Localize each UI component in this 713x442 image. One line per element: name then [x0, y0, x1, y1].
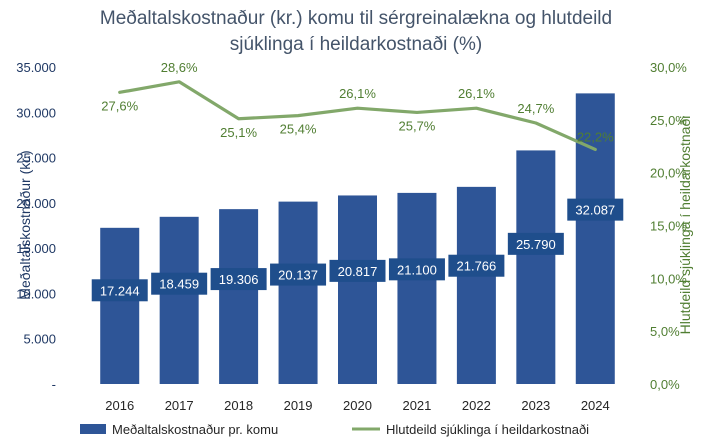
y-right-tick-label: 30,0% [650, 60, 687, 75]
y-left-tick-label: 30.000 [16, 105, 56, 120]
y-axis-right-ticks: 0,0% 5,0% 10,0% 15,0% 20,0% 25,0% 30,0% [650, 60, 687, 392]
y-right-tick-label: 25,0% [650, 113, 687, 128]
bar-value-label: 20.817 [338, 264, 378, 279]
bar [159, 216, 199, 384]
y-left-tick-label: 35.000 [16, 60, 56, 75]
x-tick-label: 2023 [521, 398, 550, 413]
line-value-label: 27,6% [101, 98, 138, 113]
line-value-label: 25,7% [399, 118, 436, 133]
line-path [118, 80, 597, 152]
bar-label-box [388, 258, 445, 281]
x-tick-label: 2021 [402, 398, 431, 413]
x-tick-label: 2024 [581, 398, 610, 413]
bar-label-box [91, 279, 148, 302]
bar [338, 195, 377, 384]
bar-series: 17.244 18.459 19.306 20.137 20.817 21.100 21.7… [91, 93, 624, 384]
x-tick-label: 2019 [284, 398, 313, 413]
line-value-label: 28,6% [161, 60, 198, 75]
bar-label-box [567, 198, 624, 221]
bar-value-label: 17.244 [100, 283, 140, 298]
line-value-label: 22,2% [577, 129, 614, 144]
y-right-tick-label: 10,0% [650, 271, 687, 286]
x-axis-ticks: 2016 2017 2018 2019 2020 2021 2022 2023 2024 [105, 398, 609, 413]
x-tick-label: 2016 [105, 398, 134, 413]
bar-label-box [270, 263, 327, 286]
y-right-tick-label: 0,0% [650, 377, 680, 392]
bar [516, 150, 556, 384]
bar [100, 227, 140, 384]
bar [278, 201, 318, 384]
x-tick-label: 2020 [343, 398, 372, 413]
bar-value-label: 19.306 [219, 272, 259, 287]
bar-label-box [151, 272, 208, 295]
line-value-label: 25,4% [280, 122, 317, 137]
y-axis-left-ticks: - 5.000 10.000 15.000 20.000 25.000 30.000 35.0… [16, 60, 56, 392]
y-left-tick-label: 15.000 [16, 241, 56, 256]
bar-value-label: 21.766 [457, 259, 497, 274]
bar-value-label: 21.100 [397, 262, 437, 277]
bar-label-box [329, 259, 386, 282]
bar-value-label: 18.459 [159, 277, 199, 292]
y-right-tick-label: 5,0% [650, 324, 680, 339]
bar-value-label: 32.087 [575, 203, 615, 218]
bar [397, 192, 437, 384]
x-tick-label: 2022 [462, 398, 491, 413]
line-value-label: 25,1% [220, 125, 257, 140]
chart-title-line1: Meðaltalskostnaður (kr.) komu til sérgre… [100, 8, 612, 29]
y-left-tick-label: 10.000 [16, 286, 56, 301]
legend-bar-label: Meðaltalskostnaður pr. komu [112, 422, 278, 437]
legend: Meðaltalskostnaður pr. komu Hlutdeild sj… [80, 422, 589, 437]
bar-value-label: 20.137 [278, 268, 318, 283]
legend-bar-swatch [80, 424, 106, 434]
y-left-tick-label: 25.000 [16, 151, 56, 166]
legend-line-label: Hlutdeild sjúklinga í heildarkostnaði [386, 422, 589, 437]
bar [456, 186, 496, 384]
bar-value-label: 25.790 [516, 237, 556, 252]
y-left-tick-label: 5.000 [23, 332, 56, 347]
y-right-tick-label: 15,0% [650, 219, 687, 234]
y-axis-right-title: Hlutdeild sjúklinga í heildarkostnaði [677, 116, 693, 335]
y-left-tick-label: 20.000 [16, 196, 56, 211]
line-series: 27,6% 28,6% 25,1% 25,4% 26,1% 25,7% 26,1% 24,7%… [101, 60, 614, 152]
bar-label-box [507, 232, 564, 255]
line-value-label: 26,1% [458, 86, 495, 101]
x-tick-label: 2018 [224, 398, 253, 413]
chart-title-line2: sjúklinga í heildarkostnaði (%) [230, 34, 482, 55]
bar [575, 93, 615, 384]
y-axis-left-title: Meðaltalskostnaður (kr.) [17, 150, 33, 299]
y-right-tick-label: 20,0% [650, 166, 687, 181]
line-value-label: 26,1% [339, 86, 376, 101]
line-value-label: 24,7% [517, 101, 554, 116]
bar [219, 209, 259, 384]
x-tick-label: 2017 [165, 398, 194, 413]
y-left-tick-label: - [52, 377, 56, 392]
bar-label-box [448, 254, 505, 277]
bar-label-box [210, 268, 267, 291]
